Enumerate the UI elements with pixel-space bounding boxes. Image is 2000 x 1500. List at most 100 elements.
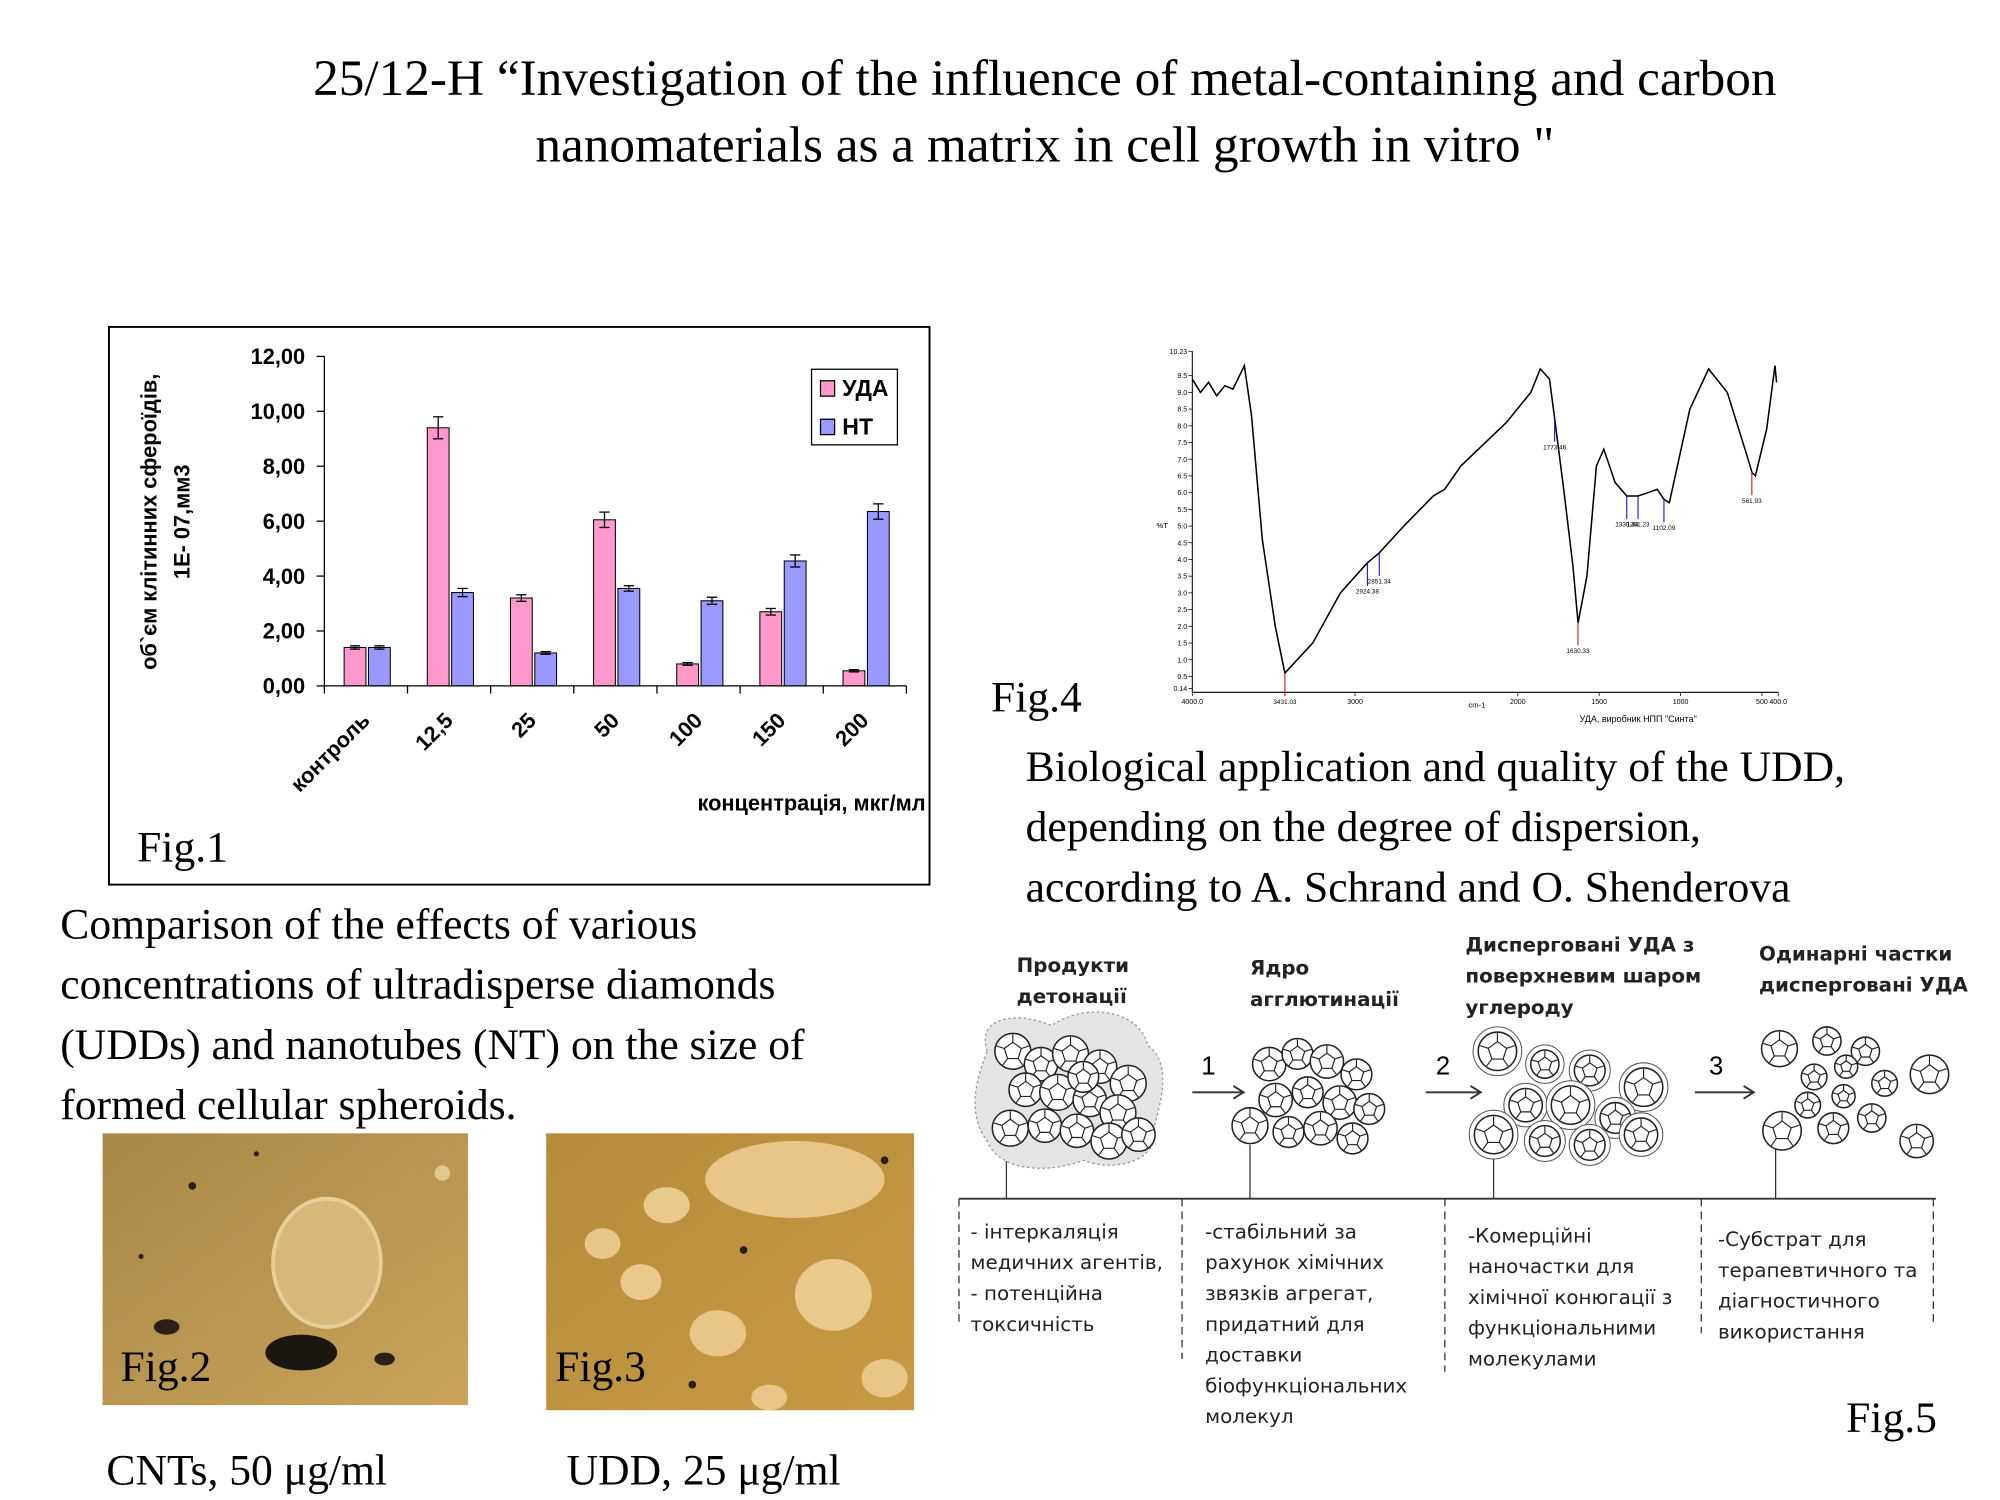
particle-face: [1537, 1056, 1553, 1071]
particle-edge: [1260, 1094, 1268, 1098]
fig-label: Fig.5: [1846, 1394, 1937, 1442]
particle: [1472, 1026, 1523, 1077]
particle-edge: [1510, 1099, 1518, 1104]
peak-label: 1773.46: [1543, 444, 1567, 451]
particle-edge: [1530, 1111, 1536, 1119]
particle-edge: [1376, 1103, 1384, 1108]
particle-edge: [1552, 1098, 1562, 1103]
particle-edge: [1253, 1058, 1262, 1063]
particle: [1008, 1072, 1044, 1108]
error-bar: [848, 669, 860, 673]
bar: [866, 511, 890, 687]
particle-edge: [1054, 1048, 1063, 1052]
x-tick-label: 1000: [1673, 699, 1689, 706]
particle: [1523, 1119, 1566, 1163]
particle-face: [1800, 1098, 1815, 1111]
particle-edge: [1081, 1137, 1087, 1144]
particle-edge: [1356, 1144, 1362, 1151]
particle-edge: [1833, 1036, 1840, 1040]
particle-edge: [1363, 1069, 1371, 1073]
stage-description: хімічної конюгації з: [1468, 1286, 1672, 1309]
y-tick-label: 1.0: [1177, 657, 1187, 664]
error-bar: [682, 661, 693, 666]
bar: [617, 587, 641, 687]
particle-body: [1353, 1092, 1386, 1126]
particle-edge: [1531, 1059, 1539, 1063]
slide-title: 25/12-H “Investigation of the influence …: [313, 50, 1776, 107]
slide-title: nanomaterials as a matrix in cell growth…: [535, 117, 1554, 174]
particle-edge: [1010, 1084, 1018, 1088]
particle-edge: [1373, 1114, 1379, 1122]
particle-edge: [1606, 1123, 1612, 1131]
particle-edge: [1067, 1137, 1073, 1144]
particle-edge: [1810, 1109, 1816, 1116]
particle-edge: [1015, 1135, 1021, 1143]
particle-edge: [1280, 1106, 1286, 1114]
particle: [1568, 1049, 1611, 1092]
particle-edge: [1265, 1106, 1272, 1114]
particle-edge: [1069, 1071, 1077, 1076]
particle-face: [1344, 1130, 1361, 1146]
peak-label: 2924.38: [1356, 589, 1380, 596]
particle: [1909, 1054, 1950, 1095]
stage-description: молекул: [1205, 1405, 1294, 1428]
particle-edge: [1839, 1070, 1844, 1076]
particle-body: [1550, 1085, 1591, 1126]
particle-edge: [1329, 1108, 1336, 1116]
particle-body: [1817, 1112, 1850, 1145]
error-bar: [457, 587, 468, 598]
particle-edge: [1848, 1092, 1855, 1095]
peak-label: 1261.23: [1626, 522, 1650, 529]
particle-edge: [1580, 1150, 1586, 1158]
particle-edge: [1800, 1109, 1805, 1116]
stage-description: доставки: [1205, 1344, 1302, 1367]
particle-edge: [1648, 1129, 1657, 1133]
particle: [1850, 1036, 1881, 1067]
y-tick-label: 7.0: [1177, 457, 1187, 464]
particle: [1336, 1122, 1369, 1155]
photo-fig3: [546, 1133, 915, 1411]
fig-caption: UDD, 25 μg/ml: [567, 1447, 841, 1495]
particle-face: [1318, 1052, 1336, 1069]
particle-edge: [1622, 1112, 1630, 1117]
particle-edge: [1846, 1100, 1851, 1106]
particle-edge: [1832, 1092, 1839, 1095]
stage-description: наночастки для: [1468, 1255, 1634, 1278]
error-bar: [765, 607, 776, 616]
y-axis-label: 1E- 07,мм3: [170, 465, 195, 580]
particle: [1525, 1044, 1565, 1084]
particle-face: [1877, 1076, 1892, 1090]
particle-edge: [1239, 1132, 1246, 1140]
particle-edge: [1813, 1100, 1820, 1104]
particle-edge: [1123, 1129, 1131, 1133]
y-tick-label: 0,00: [263, 674, 305, 699]
step-number: 3: [1709, 1052, 1723, 1080]
stage-description: -стабільний за: [1205, 1220, 1357, 1243]
particle-edge: [1506, 1045, 1515, 1049]
bar: [451, 592, 474, 687]
particle-body: [1340, 1058, 1373, 1091]
particle-edge: [1482, 1142, 1489, 1150]
particle-face: [1607, 1109, 1624, 1125]
particle-edge: [1872, 1079, 1879, 1082]
legend-swatch: [819, 418, 836, 436]
particle-edge: [1768, 1055, 1775, 1063]
particle-edge: [1858, 1113, 1866, 1117]
particle-edge: [1133, 1090, 1139, 1098]
particle: [1281, 1037, 1314, 1070]
particle-edge: [1359, 1133, 1367, 1137]
y-tick-label: 0.14: [1173, 686, 1187, 693]
particle: [1760, 1029, 1799, 1068]
particle-body: [1121, 1117, 1156, 1153]
particle-face: [1001, 1118, 1020, 1137]
error-bar: [706, 596, 718, 605]
stage-description: функціональними: [1468, 1317, 1656, 1340]
particle-edge: [1849, 1070, 1854, 1076]
particle-edge: [1142, 1141, 1149, 1148]
particle-edge: [1918, 1081, 1925, 1090]
particle-edge: [1787, 1042, 1796, 1047]
x-tick-label: 4000.0: [1182, 699, 1204, 706]
particle-edge: [1328, 1122, 1336, 1127]
y-tick-label: 5.5: [1177, 507, 1187, 514]
